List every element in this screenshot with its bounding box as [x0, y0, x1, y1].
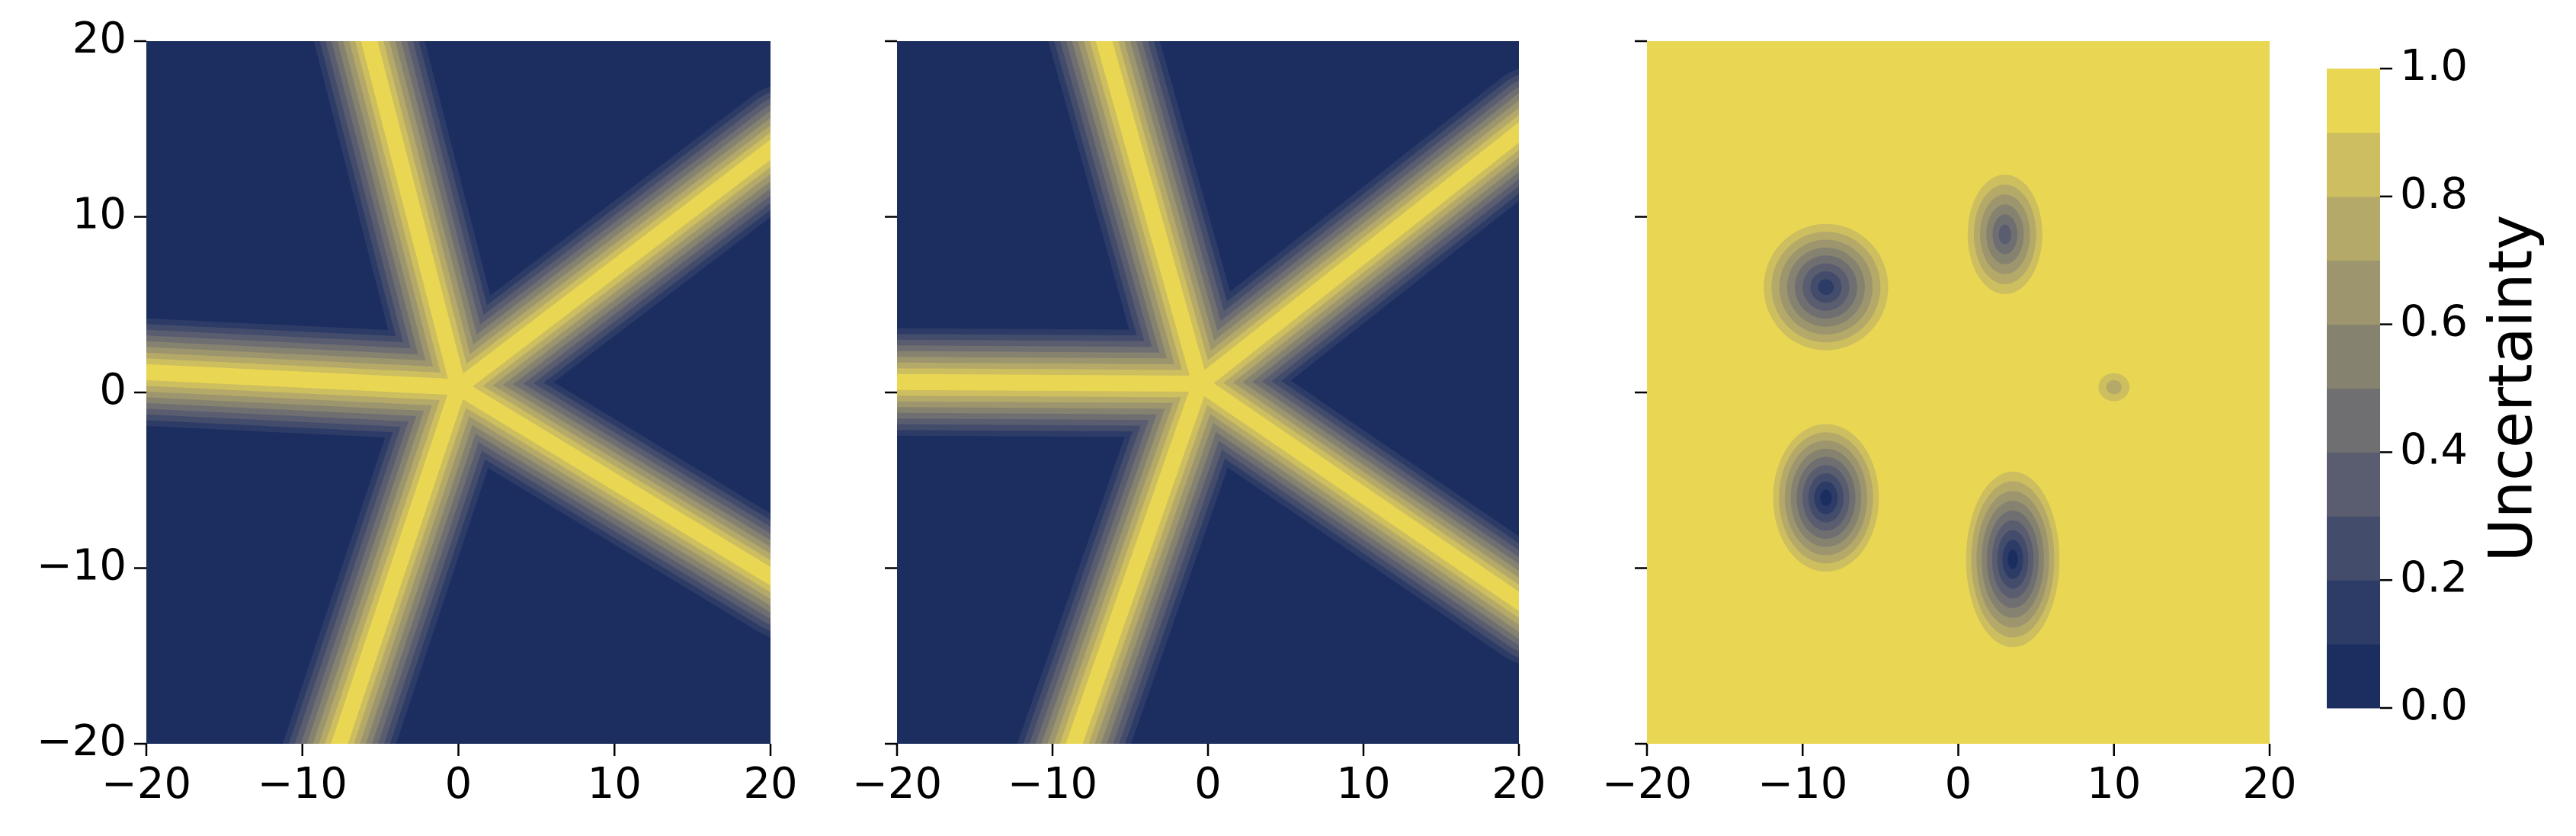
x-tick-label: −10 — [1757, 759, 1847, 809]
colorbar-band — [2327, 516, 2380, 581]
contour-band — [2007, 549, 2018, 569]
contour-band — [1647, 41, 2270, 744]
x-tick-label: −20 — [852, 759, 942, 809]
colorbar-tick-label: 0.6 — [2400, 297, 2468, 347]
y-tick-label: 10 — [72, 190, 127, 239]
colorbar-band — [2327, 132, 2380, 197]
x-tick-label: 0 — [445, 759, 473, 809]
colorbar-band — [2327, 452, 2380, 517]
y-tick-label: −20 — [37, 716, 127, 766]
colorbar-band — [2327, 196, 2380, 261]
y-tick-label: 0 — [99, 365, 127, 415]
x-tick-label: −10 — [258, 759, 348, 809]
contour-band — [2106, 380, 2122, 395]
colorbar-tick-label: 0.4 — [2400, 425, 2468, 475]
y-tick-label: 20 — [72, 14, 127, 63]
x-tick-label: 10 — [1336, 759, 1390, 809]
x-tick-label: 20 — [2242, 759, 2296, 809]
contour-plot — [146, 41, 771, 744]
contour-plot — [1647, 41, 2270, 744]
colorbar-tick-label: 0.2 — [2400, 553, 2468, 602]
colorbar-band — [2327, 324, 2380, 389]
contour-plot — [897, 41, 1519, 744]
x-tick-label: −10 — [1008, 759, 1097, 809]
y-tick-label: −10 — [37, 541, 127, 591]
colorbar-tick-label: 0.0 — [2400, 681, 2468, 730]
x-tick-label: −20 — [1602, 759, 1692, 809]
colorbar-band — [2327, 580, 2380, 645]
contour-band — [1186, 370, 1214, 398]
colorbar-tick-label: 0.8 — [2400, 169, 2468, 219]
colorbar-label: Uncertainty — [2477, 215, 2546, 562]
x-tick-label: 0 — [1945, 759, 1972, 809]
contour-band — [1998, 224, 2011, 245]
x-tick-label: 0 — [1194, 759, 1222, 809]
x-tick-label: 20 — [743, 759, 797, 809]
colorbar-tick-label: 1.0 — [2400, 41, 2468, 91]
x-tick-label: −20 — [101, 759, 191, 809]
colorbar-band — [2327, 260, 2380, 325]
x-tick-label: 10 — [2087, 759, 2141, 809]
colorbar-band — [2327, 69, 2380, 133]
contour-band — [897, 41, 1519, 744]
contour-band — [444, 373, 473, 402]
contour-band — [146, 41, 771, 744]
colorbar-band — [2327, 644, 2380, 709]
x-tick-label: 20 — [1491, 759, 1546, 809]
x-tick-label: 10 — [588, 759, 642, 809]
contour-band — [1818, 279, 1834, 296]
colorbar-band — [2327, 388, 2380, 453]
contour-band — [1820, 489, 1832, 507]
